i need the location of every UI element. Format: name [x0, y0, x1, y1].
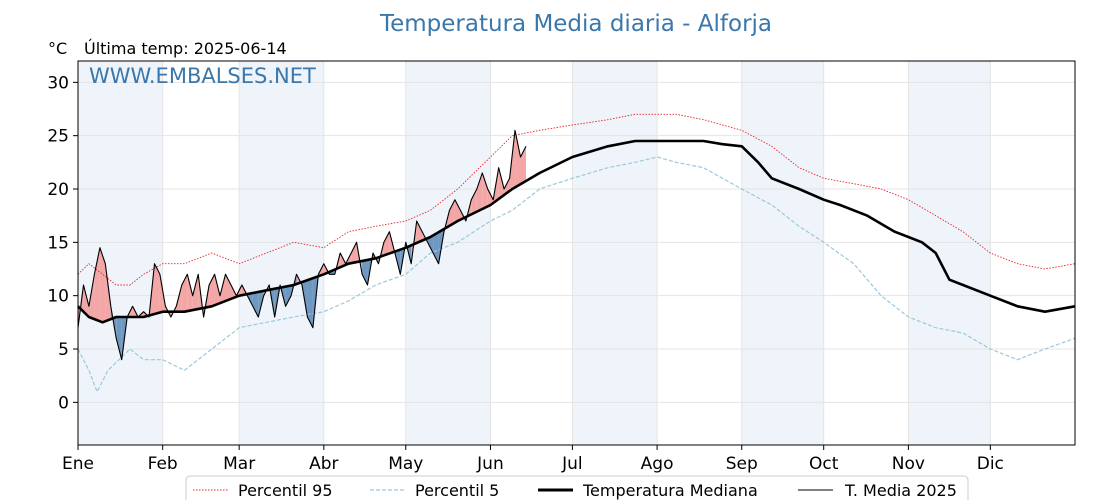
chart-title: Temperatura Media diaria - Alforja: [379, 11, 772, 37]
legend-box: [185, 475, 969, 500]
warm-anomaly-segment: [515, 130, 521, 188]
warm-anomaly-segment: [99, 247, 106, 322]
x-tick-label: Oct: [809, 454, 839, 474]
legend-label-median: Temperatura Mediana: [582, 481, 758, 500]
warm-anomaly-segment: [476, 173, 483, 212]
warm-anomaly-segment: [187, 274, 193, 312]
cold-anomaly-segment: [285, 285, 292, 307]
warm-anomaly-segment: [449, 199, 455, 226]
month-band-ene: [78, 61, 163, 445]
y-tick-label: 5: [58, 340, 69, 360]
x-tick-label: Abr: [309, 454, 338, 474]
legend: Percentil 95 Percentil 5 Temperatura Med…: [185, 475, 969, 500]
y-tick-label: 30: [47, 73, 69, 93]
warm-anomaly-segment: [487, 189, 494, 207]
last-temp-label: Última temp: 2025-06-14: [84, 39, 287, 58]
month-shading: [78, 61, 991, 445]
y-tick-label: 20: [47, 180, 69, 200]
warm-anomaly-segment: [181, 274, 188, 312]
y-axis: 30 25 20 15 10 5 0: [47, 73, 78, 413]
x-tick-label: Nov: [892, 454, 925, 474]
month-band-mar: [239, 61, 324, 445]
month-band-may: [405, 61, 491, 445]
warm-anomaly-segment: [520, 146, 526, 185]
cold-anomaly-segment: [433, 232, 439, 264]
legend-label-p95: Percentil 95: [238, 481, 333, 500]
cold-anomaly-segment: [307, 278, 313, 328]
series-p5-line: [77, 156, 1076, 394]
legend-label-2025: T. Media 2025: [844, 481, 957, 500]
y-tick-label: 10: [47, 287, 69, 307]
warm-anomaly-segment: [416, 221, 423, 243]
cold-anomaly-segment: [252, 291, 259, 317]
y-tick-label: 25: [47, 127, 69, 147]
series: [77, 113, 1076, 394]
x-axis: Ene Feb Mar Abr May Jun Jul Ago Sep Oct Nov Dic: [62, 445, 1004, 474]
grid: [77, 61, 1075, 445]
x-tick-label: Jul: [561, 454, 583, 474]
plot-frame: [77, 60, 1076, 446]
month-band-sep: [741, 61, 824, 445]
cold-anomaly-segment: [427, 235, 434, 253]
warm-anomaly-segment: [192, 274, 199, 311]
unit-label: °C: [48, 39, 67, 58]
x-tick-label: Jun: [476, 454, 504, 474]
month-band-nov: [908, 61, 991, 445]
warm-anomaly-segment: [225, 274, 231, 301]
month-band-jul: [572, 61, 658, 445]
warm-anomaly-segment: [78, 285, 84, 328]
x-tick-label: Sep: [726, 454, 758, 474]
warm-anomaly-segment: [154, 263, 160, 314]
x-tick-label: Ene: [62, 454, 94, 474]
warm-anomaly-segment: [482, 173, 488, 209]
warm-anomaly-segment: [214, 274, 221, 306]
warm-anomaly-segment: [94, 247, 100, 322]
watermark: WWW.EMBALSES.NET: [89, 64, 316, 88]
series-2025-line: [77, 129, 527, 361]
warm-anomaly-segment: [383, 231, 390, 256]
warm-anomaly-segment: [498, 167, 505, 199]
x-tick-label: Dic: [977, 454, 1004, 474]
y-tick-label: 0: [58, 393, 69, 413]
series-median-line: [77, 139, 1076, 324]
warm-anomaly-segment: [351, 242, 357, 264]
cold-anomaly-segment: [362, 259, 368, 285]
x-tick-label: Feb: [148, 454, 178, 474]
warm-anomaly-segment: [454, 199, 461, 223]
x-tick-label: May: [388, 454, 423, 474]
warm-anomaly-segment: [471, 189, 477, 215]
legend-label-p5: Percentil 5: [415, 481, 499, 500]
cold-anomaly-segment: [116, 317, 122, 360]
x-tick-label: Ago: [641, 454, 674, 474]
y-tick-label: 15: [47, 233, 69, 253]
warm-anomaly-segment: [83, 285, 89, 317]
x-tick-label: Mar: [223, 454, 255, 474]
